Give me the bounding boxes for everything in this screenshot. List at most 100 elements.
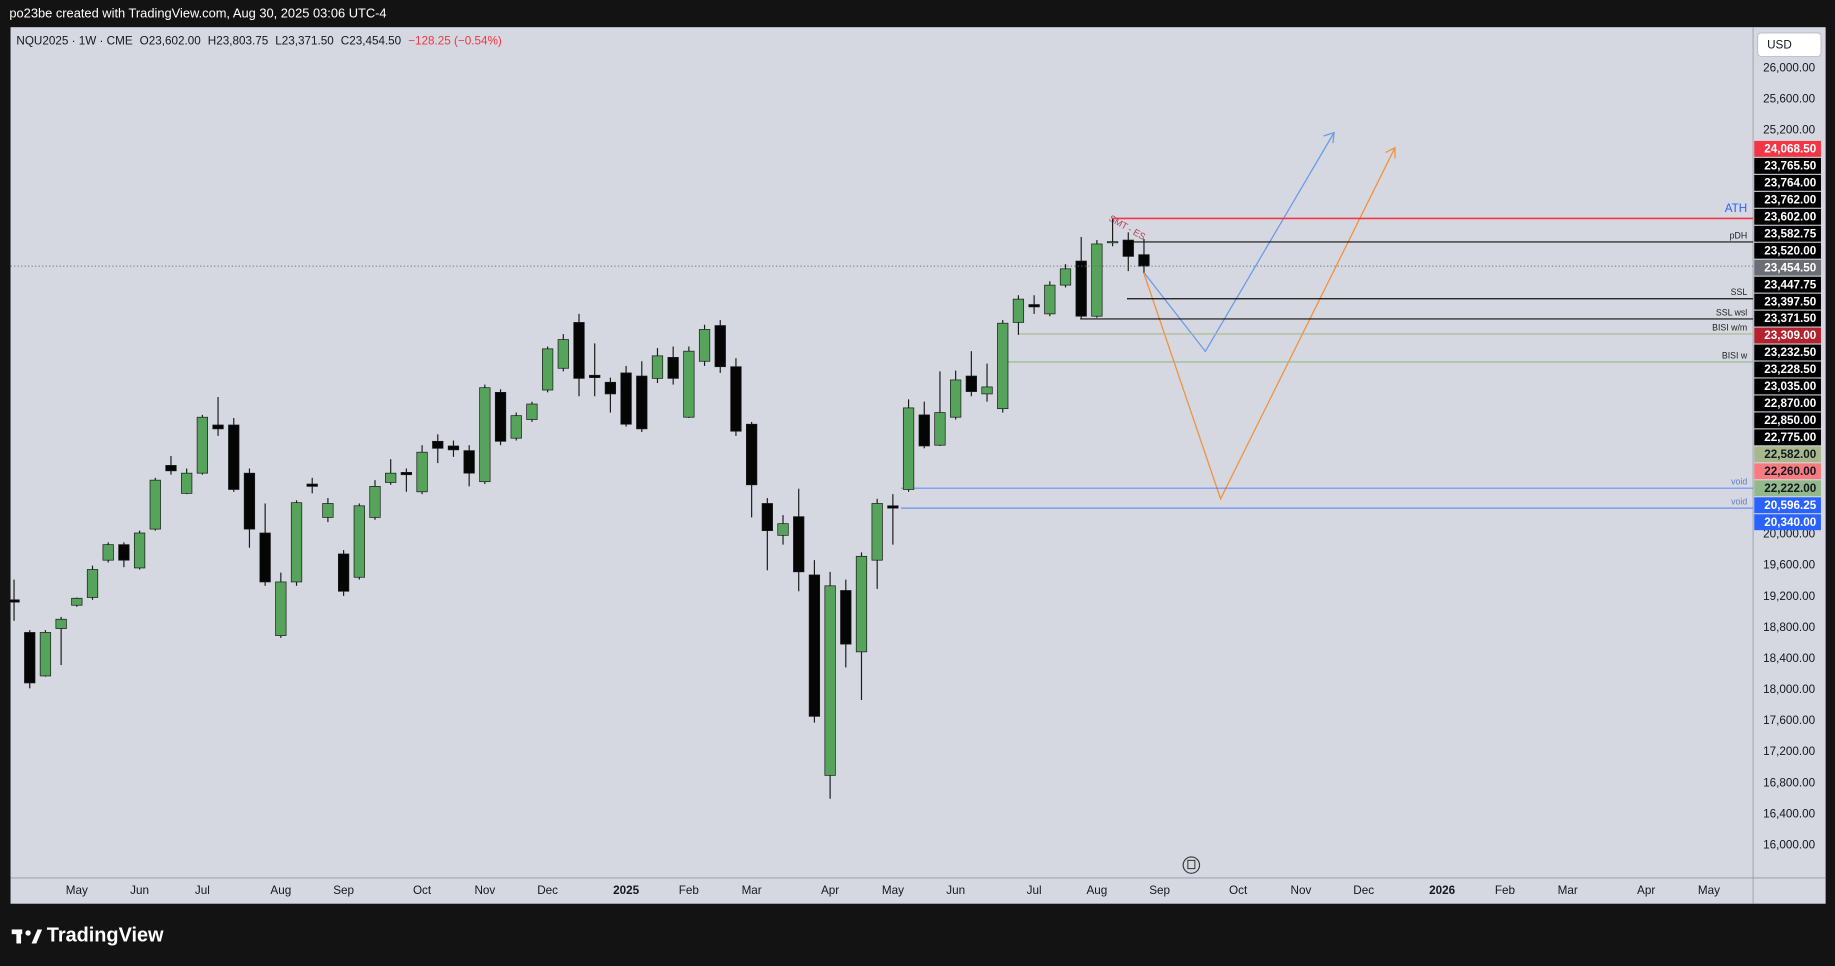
candle-body <box>479 387 491 483</box>
x-tick-label: 2026 <box>1429 884 1456 897</box>
candle-body <box>290 502 303 583</box>
price-badge <box>1754 225 1821 242</box>
price-badge <box>1754 344 1821 361</box>
x-tick-label: Aug <box>270 884 291 897</box>
header-caption: po23be created with TradingView.com, Aug… <box>9 6 386 21</box>
candle-body <box>212 424 224 430</box>
candle-body <box>934 412 946 446</box>
price-badge-label: 20,596.25 <box>1764 499 1816 512</box>
legend-symbol: NQU2025 · 1W · CME <box>16 34 132 47</box>
candle-body <box>730 366 742 432</box>
candle-body <box>196 416 208 474</box>
price-badge-label: 23,232.50 <box>1764 346 1816 359</box>
candle-body <box>259 532 271 583</box>
projection-arrowhead <box>1385 146 1396 159</box>
candle-body <box>1106 241 1119 244</box>
y-tick-label: 25,200.00 <box>1763 124 1815 137</box>
candle-body <box>369 486 381 518</box>
candle-body <box>1138 254 1150 267</box>
candle-body <box>683 350 695 418</box>
candle-body <box>447 445 460 451</box>
level-name: BISI w <box>1722 350 1748 360</box>
x-tick-label: Nov <box>1291 884 1312 897</box>
price-badge <box>1754 446 1821 463</box>
level-name: ATH <box>1725 202 1748 215</box>
candle-body <box>1012 298 1025 323</box>
candle-body <box>918 414 930 447</box>
price-badge <box>1754 174 1821 191</box>
candle-body <box>667 357 679 379</box>
price-badge-label: 23,447.75 <box>1764 278 1816 291</box>
y-tick-label: 16,800.00 <box>1763 776 1815 789</box>
candle-body <box>604 381 617 395</box>
price-badge-label: 23,520.00 <box>1764 244 1816 257</box>
candle-body <box>1059 268 1072 286</box>
y-tick-label: 18,800.00 <box>1763 621 1815 634</box>
price-badge <box>1754 361 1821 378</box>
candle-body <box>542 348 554 391</box>
legend-value: −128.25 (−0.54%) <box>408 34 502 47</box>
price-badge <box>1754 310 1821 327</box>
y-tick-label: 18,000.00 <box>1763 683 1815 696</box>
price-badge <box>1754 429 1821 446</box>
x-tick-label: Aug <box>1086 884 1107 897</box>
price-badge <box>1754 497 1821 514</box>
price-badge <box>1754 140 1821 157</box>
level-name: BISI w/m <box>1712 322 1747 332</box>
level-name: SSL wsl <box>1716 307 1747 317</box>
currency: USD <box>1767 38 1792 51</box>
logo-stem <box>16 929 22 944</box>
price-badge-label: 23,765.50 <box>1764 160 1816 173</box>
price-badge-label: 24,068.50 <box>1764 143 1816 156</box>
x-tick-label: Feb <box>1495 884 1516 897</box>
candle-body <box>887 505 899 509</box>
candle-body <box>855 555 868 653</box>
candle-body <box>1044 284 1056 315</box>
price-badge <box>1754 242 1821 259</box>
legend: NQU2025 · 1W · CME O23,602.00 H23,803.75 L2… <box>16 34 502 47</box>
candle-body <box>416 451 428 493</box>
x-tick-label: Sep <box>1149 884 1170 897</box>
candle-body <box>651 355 664 379</box>
x-tick-label: Feb <box>679 884 700 897</box>
y-tick-label: 16,400.00 <box>1763 807 1815 820</box>
candle-body <box>1075 260 1087 317</box>
candle-body <box>1091 243 1103 317</box>
candle-body <box>761 503 773 532</box>
candle-body <box>322 503 334 518</box>
candle-body <box>243 472 256 530</box>
y-tick-label: 19,600.00 <box>1763 559 1815 572</box>
candle-body <box>55 618 67 629</box>
y-tick-label: 18,400.00 <box>1763 652 1815 665</box>
price-badge <box>1754 514 1821 531</box>
candle-body <box>432 440 444 449</box>
price-badge-label: 23,762.00 <box>1764 193 1816 206</box>
logo-dot <box>25 930 31 936</box>
x-tick-label: Jun <box>130 884 149 897</box>
projection-arrowhead <box>1323 131 1335 144</box>
price-badge-label: 23,035.00 <box>1764 380 1816 393</box>
candle-body <box>824 585 836 776</box>
logo-slash <box>31 929 43 944</box>
event-icon-glyph <box>1187 859 1196 870</box>
x-tick-label: Sep <box>333 884 354 897</box>
candle-body <box>133 532 146 569</box>
candle-body <box>86 569 99 598</box>
price-badge-label: 23,764.00 <box>1764 177 1816 190</box>
price-badge-label: 22,850.00 <box>1764 414 1816 427</box>
x-tick-label: May <box>1698 884 1720 897</box>
price-badge-label: 23,397.50 <box>1764 295 1816 308</box>
currency-box[interactable] <box>1757 32 1822 57</box>
x-tick-label: May <box>882 884 904 897</box>
candle-body <box>463 450 475 474</box>
event-icon[interactable] <box>1182 856 1201 874</box>
legend-value: H23,803.75 <box>208 34 269 47</box>
price-badge-label: 22,582.00 <box>1764 448 1816 461</box>
price-badge <box>1754 327 1821 344</box>
candle-body <box>181 472 193 494</box>
price-badge <box>1754 276 1821 293</box>
candle-body <box>573 322 585 379</box>
price-badge <box>1754 395 1821 412</box>
footer-logo <box>11 929 43 944</box>
